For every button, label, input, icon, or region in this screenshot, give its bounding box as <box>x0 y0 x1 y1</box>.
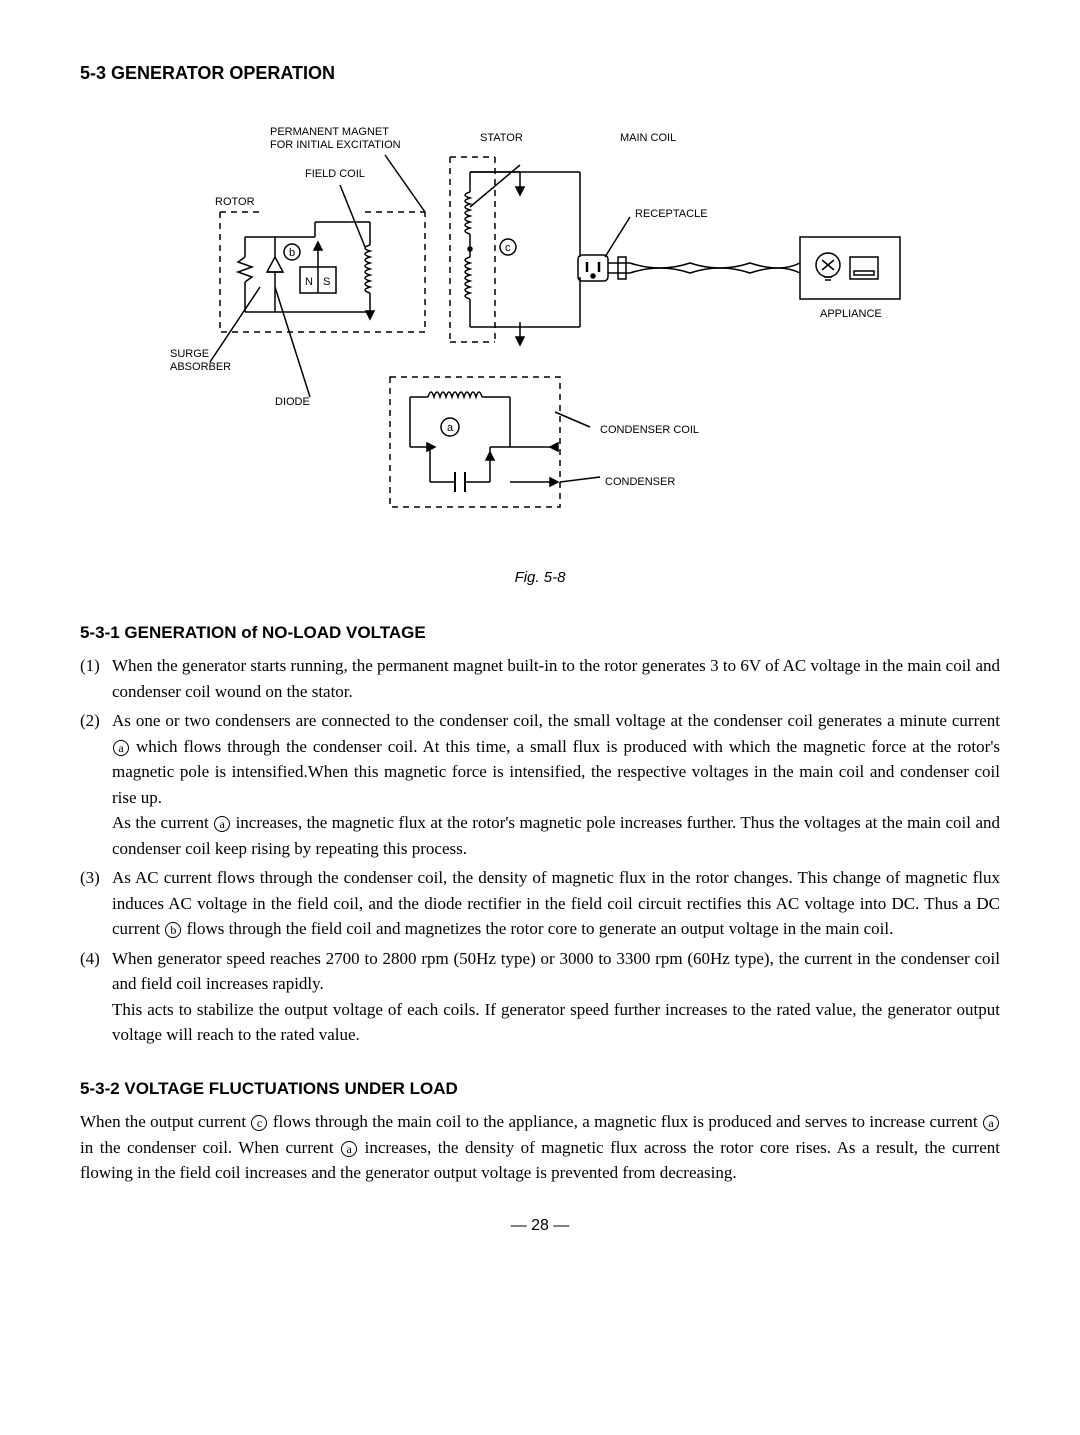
svg-text:c: c <box>505 242 511 254</box>
section-title: 5-3 GENERATOR OPERATION <box>80 60 1000 87</box>
list-item: (1)When the generator starts running, th… <box>80 653 1000 704</box>
item-body: When generator speed reaches 2700 to 280… <box>112 946 1000 1048</box>
svg-text:FIELD COIL: FIELD COIL <box>305 168 365 180</box>
item-number: (3) <box>80 865 112 942</box>
subsection2-body: When the output current c flows through … <box>80 1109 1000 1186</box>
list-item: (3)As AC current flows through the conde… <box>80 865 1000 942</box>
item-number: (1) <box>80 653 112 704</box>
subsection1-title: 5-3-1 GENERATION of NO-LOAD VOLTAGE <box>80 620 1000 646</box>
svg-text:PERMANENT MAGNET: PERMANENT MAGNET <box>270 126 389 138</box>
svg-text:STATOR: STATOR <box>480 132 523 144</box>
svg-text:S: S <box>323 276 330 288</box>
svg-text:SURGE: SURGE <box>170 348 209 360</box>
figure-container: N S b <box>80 117 1000 547</box>
svg-text:APPLIANCE: APPLIANCE <box>820 308 882 320</box>
svg-text:FOR INITIAL EXCITATION: FOR INITIAL EXCITATION <box>270 139 401 151</box>
item-number: (2) <box>80 708 112 861</box>
item-number: (4) <box>80 946 112 1048</box>
list-item: (4)When generator speed reaches 2700 to … <box>80 946 1000 1048</box>
svg-text:a: a <box>447 422 454 434</box>
svg-text:DIODE: DIODE <box>275 396 310 408</box>
generator-diagram: N S b <box>160 117 920 547</box>
svg-text:ABSORBER: ABSORBER <box>170 361 231 373</box>
subsection2-title: 5-3-2 VOLTAGE FLUCTUATIONS UNDER LOAD <box>80 1076 1000 1102</box>
svg-text:MAIN COIL: MAIN COIL <box>620 132 676 144</box>
svg-text:CONDENSER COIL: CONDENSER COIL <box>600 424 699 436</box>
page-number: — 28 — <box>80 1214 1000 1238</box>
subsection1-list: (1)When the generator starts running, th… <box>80 653 1000 1048</box>
item-body: As one or two condensers are connected t… <box>112 708 1000 861</box>
svg-text:CONDENSER: CONDENSER <box>605 476 675 488</box>
svg-text:ROTOR: ROTOR <box>215 196 255 208</box>
figure-caption: Fig. 5-8 <box>80 567 1000 590</box>
item-body: When the generator starts running, the p… <box>112 653 1000 704</box>
svg-text:b: b <box>289 247 295 259</box>
list-item: (2)As one or two condensers are connecte… <box>80 708 1000 861</box>
item-body: As AC current flows through the condense… <box>112 865 1000 942</box>
svg-text:N: N <box>305 276 313 288</box>
svg-text:RECEPTACLE: RECEPTACLE <box>635 208 708 220</box>
